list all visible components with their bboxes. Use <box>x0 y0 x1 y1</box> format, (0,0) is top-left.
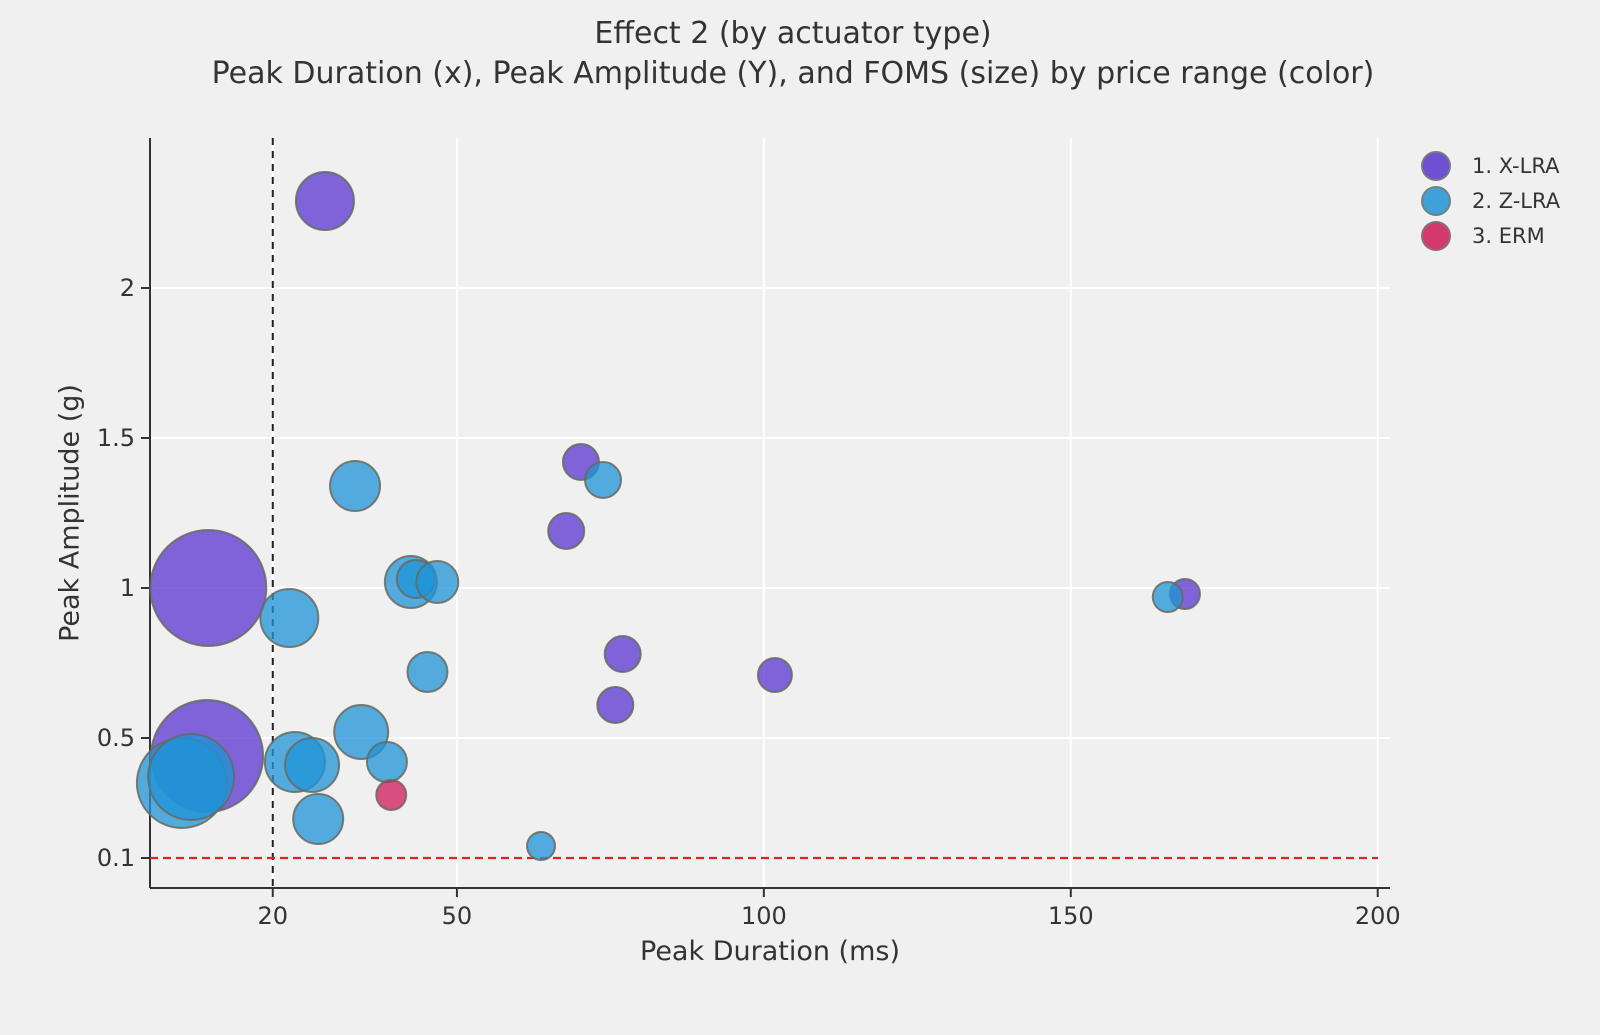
bubble <box>284 737 341 793</box>
y-tick-label: 0.1 <box>97 844 135 872</box>
bubble <box>526 831 557 861</box>
legend-label: 2. Z-LRA <box>1472 188 1561 213</box>
bubble <box>1151 581 1184 613</box>
bubble <box>292 793 345 845</box>
legend-swatch-icon <box>1421 220 1451 251</box>
x-tick-label: 150 <box>1048 902 1094 930</box>
y-tick-label: 0.5 <box>97 724 135 752</box>
bubble <box>603 635 642 673</box>
bubble <box>294 171 355 231</box>
bubble <box>147 733 236 821</box>
y-axis-title-text: Peak Amplitude (g) <box>54 384 86 642</box>
bubble <box>415 560 460 604</box>
chart-title-block: Effect 2 (by actuator type) Peak Duratio… <box>0 14 1586 94</box>
x-tick-label: 50 <box>442 902 473 930</box>
legend-swatch-icon <box>1421 185 1451 216</box>
bubble <box>365 741 408 783</box>
legend-label: 1. X-LRA <box>1472 153 1560 178</box>
x-tick-label: 20 <box>257 902 288 930</box>
chart-subtitle: Peak Duration (x), Peak Amplitude (Y), a… <box>211 56 1375 91</box>
legend-item: 3. ERM <box>1421 218 1560 253</box>
x-tick-label: 100 <box>741 902 787 930</box>
bubble <box>756 657 793 693</box>
y-tick-label: 2 <box>120 274 135 302</box>
bubble <box>375 779 408 811</box>
y-tick-label: 1.5 <box>97 424 135 452</box>
legend-item: 2. Z-LRA <box>1421 183 1560 218</box>
legend-swatch-icon <box>1421 150 1451 181</box>
y-tick-label: 1 <box>120 574 135 602</box>
chart-title: Effect 2 (by actuator type) <box>594 16 992 51</box>
bubble <box>149 529 268 647</box>
bubble <box>596 686 635 724</box>
legend-item: 1. X-LRA <box>1421 148 1560 183</box>
bubble <box>547 512 586 550</box>
legend: 1. X-LRA 2. Z-LRA 3. ERM <box>1421 148 1560 253</box>
x-axis-title: Peak Duration (ms) <box>640 936 900 967</box>
bubble <box>406 651 449 693</box>
bubble <box>259 588 320 648</box>
legend-label: 3. ERM <box>1472 223 1545 248</box>
x-tick-label: 200 <box>1355 902 1401 930</box>
bubble <box>584 461 623 499</box>
bubble <box>329 460 382 512</box>
